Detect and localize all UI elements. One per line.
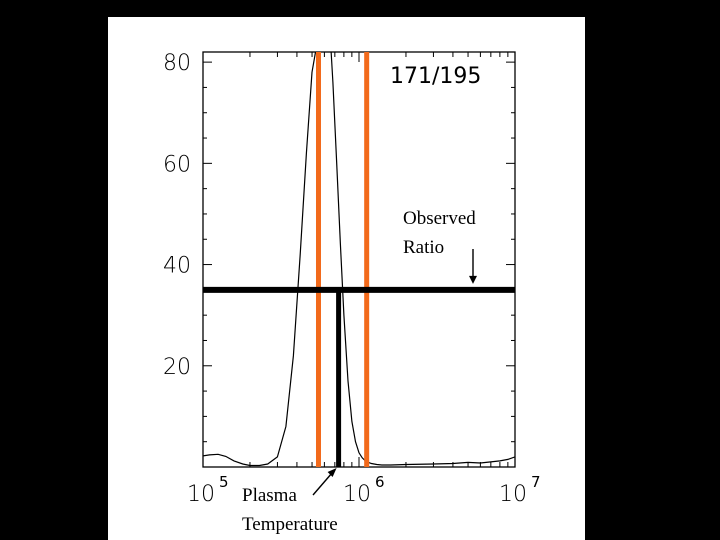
observed-label: Observed [403, 208, 476, 229]
plasma-label: Plasma [242, 485, 297, 506]
temperature-label: Temperature [242, 514, 338, 535]
y-tick-label: 20 [163, 355, 191, 380]
x-tick-exponent: 6 [375, 473, 385, 491]
y-tick-label: 40 [163, 254, 191, 279]
x-tick-label: 10 [187, 482, 215, 507]
ratio-label: Ratio [403, 237, 444, 258]
y-tick-label: 80 [163, 51, 191, 76]
x-tick-exponent: 5 [219, 473, 229, 491]
x-tick-exponent: 7 [531, 473, 541, 491]
chart-panel: 20 40 60 80 10 5 10 6 10 7 171/195 Observed Ratio Pla… [108, 17, 585, 540]
x-tick-label: 10 [499, 482, 527, 507]
chart-title: 171/195 [390, 64, 481, 89]
y-tick-label: 60 [163, 152, 191, 177]
observed-arrow-head [469, 275, 477, 284]
plot-frame [202, 51, 516, 468]
plasma-arrow-head [327, 468, 337, 477]
x-tick-label: 10 [343, 482, 371, 507]
